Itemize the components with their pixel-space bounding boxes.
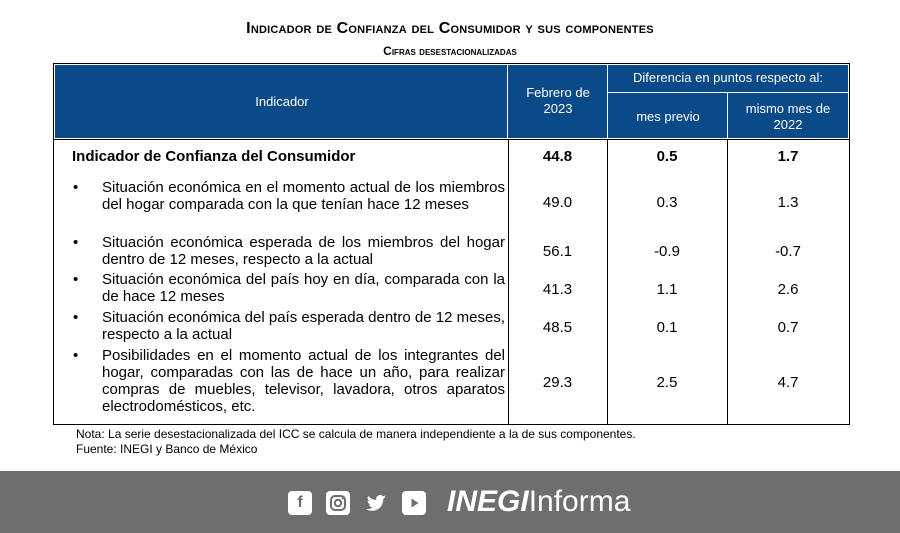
main-prev: 0.5 bbox=[656, 148, 678, 165]
table-source: Fuente: INEGI y Banco de México bbox=[76, 442, 258, 456]
header-prev-month: mes previo bbox=[636, 109, 700, 124]
row-value: 48.5 bbox=[542, 319, 573, 336]
indicator-label: Posibilidades en el momento actual de lo… bbox=[102, 347, 505, 415]
table-note: Nota: La serie desestacionalizada del IC… bbox=[76, 427, 636, 441]
main-same: 1.7 bbox=[777, 148, 799, 165]
table-subtitle: Cifras desestacionalizadas bbox=[383, 44, 517, 58]
row-prev: -0.9 bbox=[654, 243, 680, 260]
data-table: Indicador Febrero de 2023 Diferencia en … bbox=[53, 63, 850, 425]
row-prev: 0.3 bbox=[656, 194, 678, 211]
main-indicator-label: Indicador de Confianza del Consumidor bbox=[72, 148, 356, 165]
row-prev: 0.1 bbox=[656, 319, 678, 336]
header-diff-group: Diferencia en puntos respecto al: bbox=[632, 70, 824, 85]
facebook-icon[interactable]: f bbox=[288, 491, 312, 515]
row-value: 56.1 bbox=[542, 243, 573, 260]
bullet-icon: • bbox=[73, 309, 79, 326]
table-title: Indicador de Confianza del Consumidor y … bbox=[246, 20, 654, 37]
indicator-label: Situación económica en el momento actual… bbox=[102, 179, 505, 213]
row-value: 49.0 bbox=[542, 194, 573, 211]
row-prev: 2.5 bbox=[656, 374, 678, 391]
row-same: -0.7 bbox=[775, 243, 801, 260]
row-value: 41.3 bbox=[542, 281, 573, 298]
bullet-icon: • bbox=[73, 234, 79, 251]
row-same: 1.3 bbox=[777, 194, 799, 211]
row-prev: 1.1 bbox=[656, 281, 678, 298]
bullet-icon: • bbox=[73, 271, 79, 288]
bullet-icon: • bbox=[73, 347, 79, 364]
footer-bar: f INEGIInforma bbox=[0, 471, 900, 533]
header-same-month: mismo mes de 2022 bbox=[745, 101, 831, 132]
row-same: 4.7 bbox=[777, 374, 799, 391]
indicator-label: Situación económica esperada de los miem… bbox=[102, 234, 505, 268]
youtube-icon[interactable] bbox=[402, 491, 426, 515]
instagram-icon[interactable] bbox=[326, 491, 350, 515]
indicator-label: Situación económica del país esperada de… bbox=[102, 309, 505, 343]
twitter-icon[interactable] bbox=[364, 491, 388, 515]
inegi-informa-logo: INEGIInforma bbox=[447, 485, 631, 518]
indicator-label: Situación económica del país hoy en día,… bbox=[102, 271, 505, 305]
row-same: 0.7 bbox=[777, 319, 799, 336]
row-value: 29.3 bbox=[542, 374, 573, 391]
header-period: Febrero de 2023 bbox=[526, 85, 590, 116]
row-same: 2.6 bbox=[777, 281, 799, 298]
header-indicador: Indicador bbox=[255, 94, 309, 109]
table-header: Indicador Febrero de 2023 Diferencia en … bbox=[55, 65, 848, 138]
bullet-icon: • bbox=[73, 179, 79, 196]
main-value: 44.8 bbox=[542, 148, 573, 165]
